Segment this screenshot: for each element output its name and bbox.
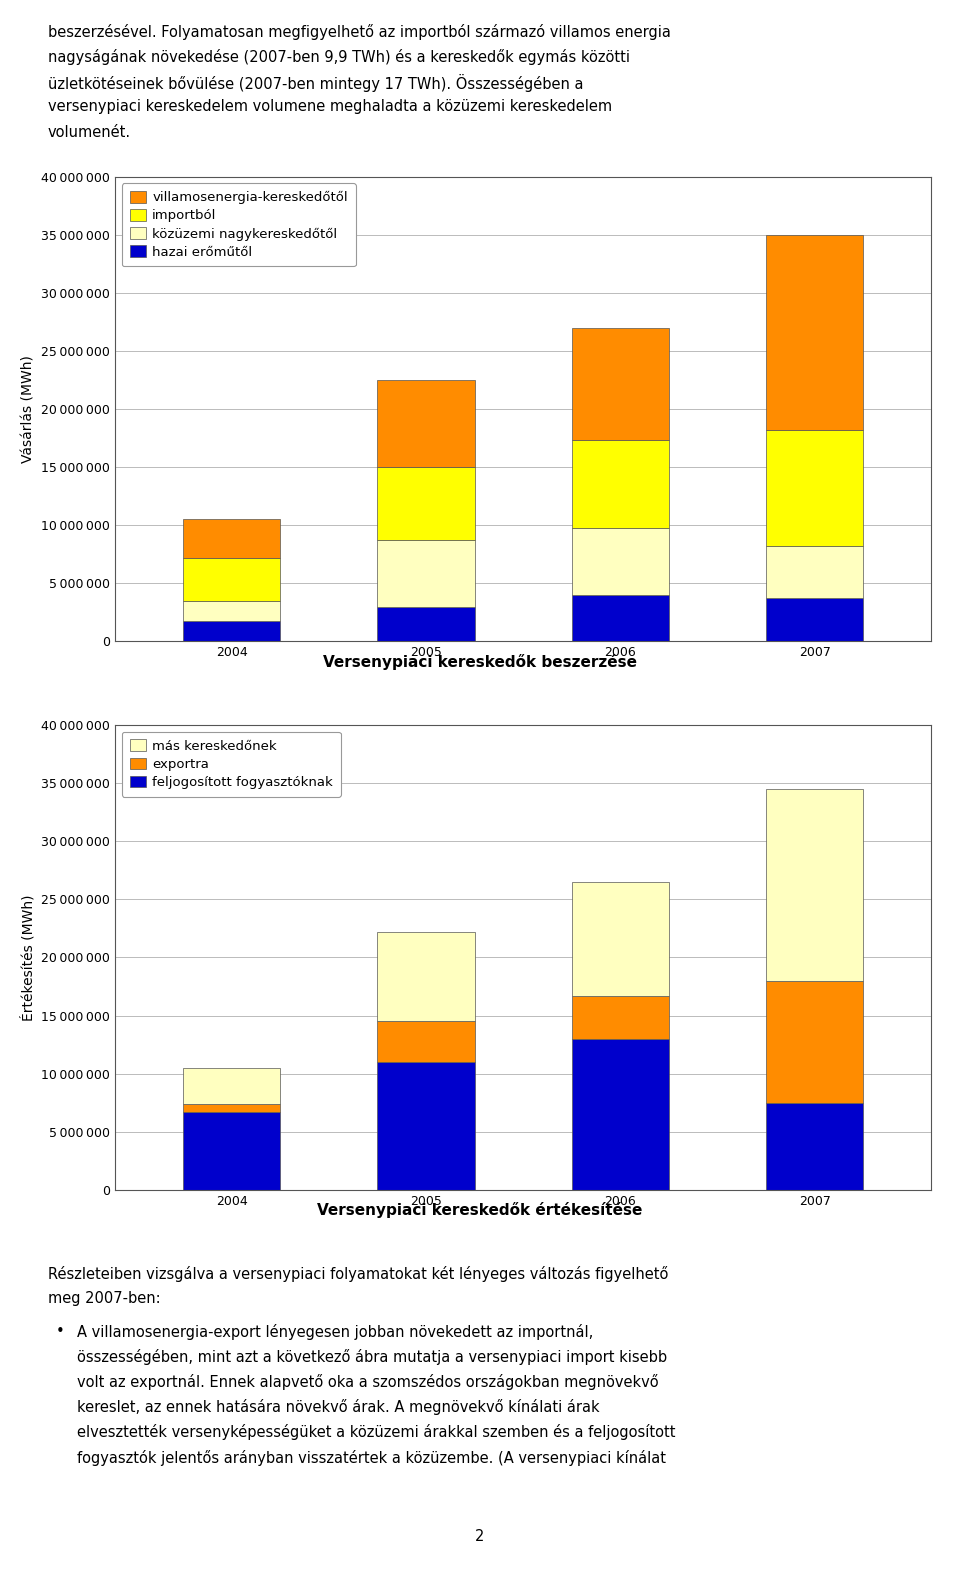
Bar <box>572 440 669 528</box>
Bar <box>766 235 863 430</box>
Text: nagyságának növekedése (2007-ben 9,9 TWh) és a kereskedők egymás közötti: nagyságának növekedése (2007-ben 9,9 TWh… <box>48 49 630 65</box>
Bar <box>766 980 863 1103</box>
Bar <box>766 430 863 547</box>
Bar <box>377 466 474 541</box>
Y-axis label: Értékesítés (MWh): Értékesítés (MWh) <box>21 894 36 1021</box>
Text: elvesztették versenyképességüket a közüzemi árakkal szemben és a feljogosított: elvesztették versenyképességüket a közüz… <box>77 1425 675 1440</box>
Legend: villamosenergia-kereskedőtől, importból, közüzemi nagykereskedőtől, hazai erőműt: villamosenergia-kereskedőtől, importból,… <box>122 183 356 266</box>
Text: Részleteiben vizsgálva a versenypiaci folyamatokat két lényeges változás figyelh: Részleteiben vizsgálva a versenypiaci fo… <box>48 1266 668 1281</box>
Bar <box>572 328 669 440</box>
Text: •: • <box>56 1324 64 1338</box>
Text: összességében, mint azt a következő ábra mutatja a versenypiaci import kisebb: összességében, mint azt a következő ábra… <box>77 1349 667 1365</box>
Bar <box>572 596 669 641</box>
Bar <box>572 1039 669 1190</box>
Text: A villamosenergia-export lényegesen jobban növekedett az importnál,: A villamosenergia-export lényegesen jobb… <box>77 1324 593 1340</box>
Bar <box>572 883 669 996</box>
Text: üzletkötéseinek bővülése (2007-ben mintegy 17 TWh). Összességében a: üzletkötéseinek bővülése (2007-ben minte… <box>48 74 584 91</box>
Bar <box>377 380 474 466</box>
Bar <box>183 520 280 558</box>
Legend: más kereskedőnek, exportra, feljogosított fogyasztóknak: más kereskedőnek, exportra, feljogosítot… <box>122 731 341 797</box>
Bar <box>766 1103 863 1190</box>
Text: fogyasztók jelentős arányban visszatértek a közüzembe. (A versenypiaci kínálat: fogyasztók jelentős arányban visszatérte… <box>77 1450 666 1466</box>
Bar <box>766 599 863 641</box>
Bar <box>572 996 669 1039</box>
Bar <box>377 541 474 607</box>
Text: versenypiaci kereskedelem volumene meghaladta a közüzemi kereskedelem: versenypiaci kereskedelem volumene megha… <box>48 99 612 115</box>
Text: meg 2007-ben:: meg 2007-ben: <box>48 1291 160 1307</box>
Bar <box>183 1069 280 1103</box>
Text: volt az exportnál. Ennek alapvető oka a szomszédos országokban megnövekvő: volt az exportnál. Ennek alapvető oka a … <box>77 1374 659 1390</box>
Bar <box>377 607 474 641</box>
Bar <box>183 621 280 641</box>
Bar <box>377 1062 474 1190</box>
Text: beszerzésével. Folyamatosan megfigyelhető az importból származó villamos energia: beszerzésével. Folyamatosan megfigyelhet… <box>48 24 671 39</box>
Bar <box>183 558 280 600</box>
Bar <box>766 547 863 599</box>
Text: Versenypiaci kereskedők beszerzése: Versenypiaci kereskedők beszerzése <box>323 654 637 670</box>
Bar <box>183 600 280 621</box>
Text: Versenypiaci kereskedők értékesítése: Versenypiaci kereskedők értékesítése <box>318 1202 642 1218</box>
Y-axis label: Vásárlás (MWh): Vásárlás (MWh) <box>22 355 36 463</box>
Bar <box>766 790 863 980</box>
Bar <box>183 1103 280 1113</box>
Bar <box>377 1021 474 1062</box>
Bar <box>377 931 474 1021</box>
Text: volumenét.: volumenét. <box>48 125 132 140</box>
Text: 2: 2 <box>475 1529 485 1544</box>
Bar <box>183 1113 280 1190</box>
Bar <box>572 528 669 596</box>
Text: kereslet, az ennek hatására növekvő árak. A megnövekvő kínálati árak: kereslet, az ennek hatására növekvő árak… <box>77 1399 599 1415</box>
